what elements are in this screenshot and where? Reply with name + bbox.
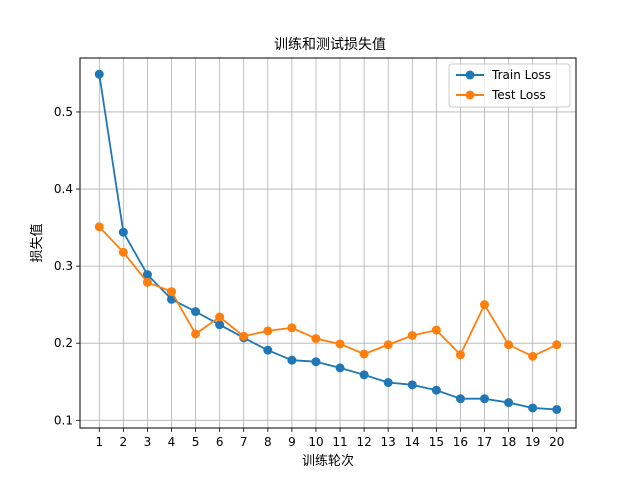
legend: Train Loss Test Loss	[448, 63, 571, 108]
test-loss-point	[455, 350, 465, 360]
legend-test-marker	[465, 90, 475, 100]
legend-train-label: Train Loss	[491, 68, 551, 82]
test-loss-line	[98, 226, 558, 358]
train-loss-point	[431, 385, 441, 395]
x-tick-label: 13	[381, 435, 396, 449]
train-loss-point	[528, 403, 538, 413]
y-tick-label: 0.2	[54, 336, 73, 350]
x-tick-label: 16	[453, 435, 468, 449]
train-loss-point	[335, 363, 345, 373]
x-tick-label: 3	[144, 435, 152, 449]
test-loss-point	[142, 277, 152, 287]
test-loss-point	[335, 339, 345, 349]
grid-lines	[80, 58, 576, 428]
test-loss-point	[431, 325, 441, 335]
x-tick-label: 17	[477, 435, 492, 449]
test-loss-point	[94, 222, 104, 232]
y-tick-label: 0.4	[54, 182, 73, 196]
chart-title: 训练和测试损失值	[274, 37, 386, 53]
test-loss-point	[407, 331, 417, 340]
train-loss-point	[191, 307, 201, 317]
legend-test-label: Test Loss	[491, 88, 546, 102]
legend-train-marker	[465, 70, 475, 80]
y-axis-title: 损失值	[29, 223, 45, 262]
train-loss-point	[359, 370, 369, 380]
train-loss-point	[407, 380, 417, 390]
y-tick-label: 0.5	[54, 105, 73, 119]
x-tick-label: 20	[549, 435, 564, 449]
test-loss-point	[311, 334, 321, 344]
x-tick-label: 18	[501, 435, 516, 449]
series-layer	[94, 69, 562, 414]
train-loss-point	[480, 394, 490, 404]
x-tick-label: 15	[429, 435, 444, 449]
test-loss-point	[480, 300, 490, 310]
train-loss-point	[552, 405, 562, 414]
train-loss-point	[118, 227, 128, 237]
test-loss-point	[239, 331, 249, 341]
train-loss-line	[98, 74, 557, 411]
x-tick-label: 12	[356, 435, 371, 449]
train-loss-point	[94, 69, 104, 79]
test-loss-point	[383, 340, 393, 350]
y-tick-label: 0.1	[54, 413, 73, 427]
train-loss-point	[383, 378, 393, 388]
plot-frame	[79, 57, 577, 429]
x-tick-label: 7	[240, 435, 248, 449]
y-axis: 0.1 0.2 0.3 0.4 0.5	[54, 105, 80, 427]
train-loss-point	[504, 398, 514, 408]
x-tick-label: 9	[288, 435, 296, 449]
x-tick-label: 5	[192, 435, 200, 449]
x-axis: 1 2 3 4 5 6 7 8 9 10 11 12 13 14 15 16 17 18 19 20	[95, 428, 564, 449]
test-loss-point	[504, 340, 514, 350]
test-loss-point	[215, 312, 225, 322]
x-tick-label: 8	[264, 435, 272, 449]
test-loss-point	[118, 247, 128, 257]
x-tick-label: 6	[216, 435, 224, 449]
x-tick-label: 11	[332, 435, 347, 449]
train-loss-point	[215, 320, 225, 330]
train-loss-point	[263, 345, 273, 355]
train-loss-point	[142, 270, 152, 280]
test-loss-point	[287, 323, 297, 333]
x-axis-title: 训练轮次	[302, 453, 354, 469]
test-loss-point	[359, 349, 369, 359]
test-loss-point	[263, 326, 273, 336]
test-loss-point	[552, 340, 562, 350]
test-loss-point	[528, 351, 538, 361]
x-tick-label: 10	[308, 435, 323, 449]
test-loss-point	[191, 329, 201, 339]
test-loss-point	[166, 287, 176, 297]
y-tick-label: 0.3	[54, 259, 73, 273]
x-tick-label: 2	[120, 435, 128, 449]
x-tick-label: 14	[405, 435, 420, 449]
train-loss-point	[455, 394, 465, 404]
x-tick-label: 1	[95, 435, 103, 449]
x-tick-label: 19	[525, 435, 540, 449]
train-loss-point	[287, 355, 297, 365]
x-tick-label: 4	[168, 435, 176, 449]
train-loss-point	[311, 357, 321, 367]
